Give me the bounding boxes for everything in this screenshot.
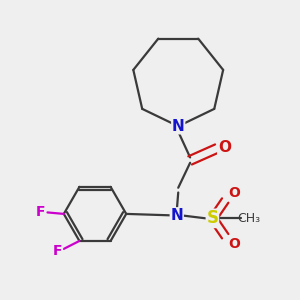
Text: O: O bbox=[218, 140, 231, 154]
Text: N: N bbox=[170, 208, 183, 223]
Text: S: S bbox=[206, 209, 218, 227]
Text: O: O bbox=[228, 237, 240, 250]
Text: O: O bbox=[228, 186, 240, 200]
Text: F: F bbox=[36, 206, 45, 219]
Text: CH₃: CH₃ bbox=[237, 212, 260, 225]
Text: F: F bbox=[53, 244, 62, 258]
Text: N: N bbox=[172, 119, 184, 134]
